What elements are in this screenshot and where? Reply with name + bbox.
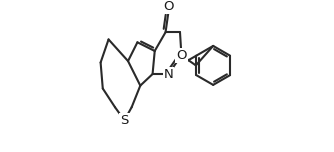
Text: S: S xyxy=(120,114,129,127)
Text: O: O xyxy=(163,0,174,13)
Text: N: N xyxy=(164,67,173,81)
Text: O: O xyxy=(176,49,187,62)
